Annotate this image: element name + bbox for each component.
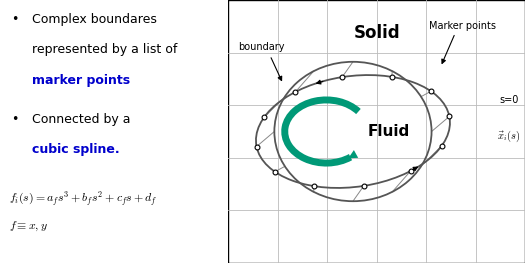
Text: Fluid: Fluid <box>368 124 410 139</box>
Text: Complex boundares: Complex boundares <box>32 13 157 26</box>
Text: boundary: boundary <box>238 42 284 52</box>
Text: Connected by a: Connected by a <box>32 113 134 126</box>
Text: Solid: Solid <box>353 24 400 42</box>
Text: •: • <box>12 13 19 26</box>
Text: s=0: s=0 <box>500 95 519 105</box>
Text: Marker points: Marker points <box>429 21 496 31</box>
Text: $\vec{x}_i(s)$: $\vec{x}_i(s)$ <box>497 129 520 144</box>
Text: represented by a list of: represented by a list of <box>32 43 177 56</box>
Text: marker points: marker points <box>32 74 130 87</box>
Text: $f_i(s) = a_f s^3 + b_f s^2 + c_f s + d_f$: $f_i(s) = a_f s^3 + b_f s^2 + c_f s + d_… <box>9 189 158 208</box>
Text: cubic spline.: cubic spline. <box>32 143 120 156</box>
Text: •: • <box>12 113 19 126</box>
Text: $f \equiv x, y$: $f \equiv x, y$ <box>9 220 48 233</box>
